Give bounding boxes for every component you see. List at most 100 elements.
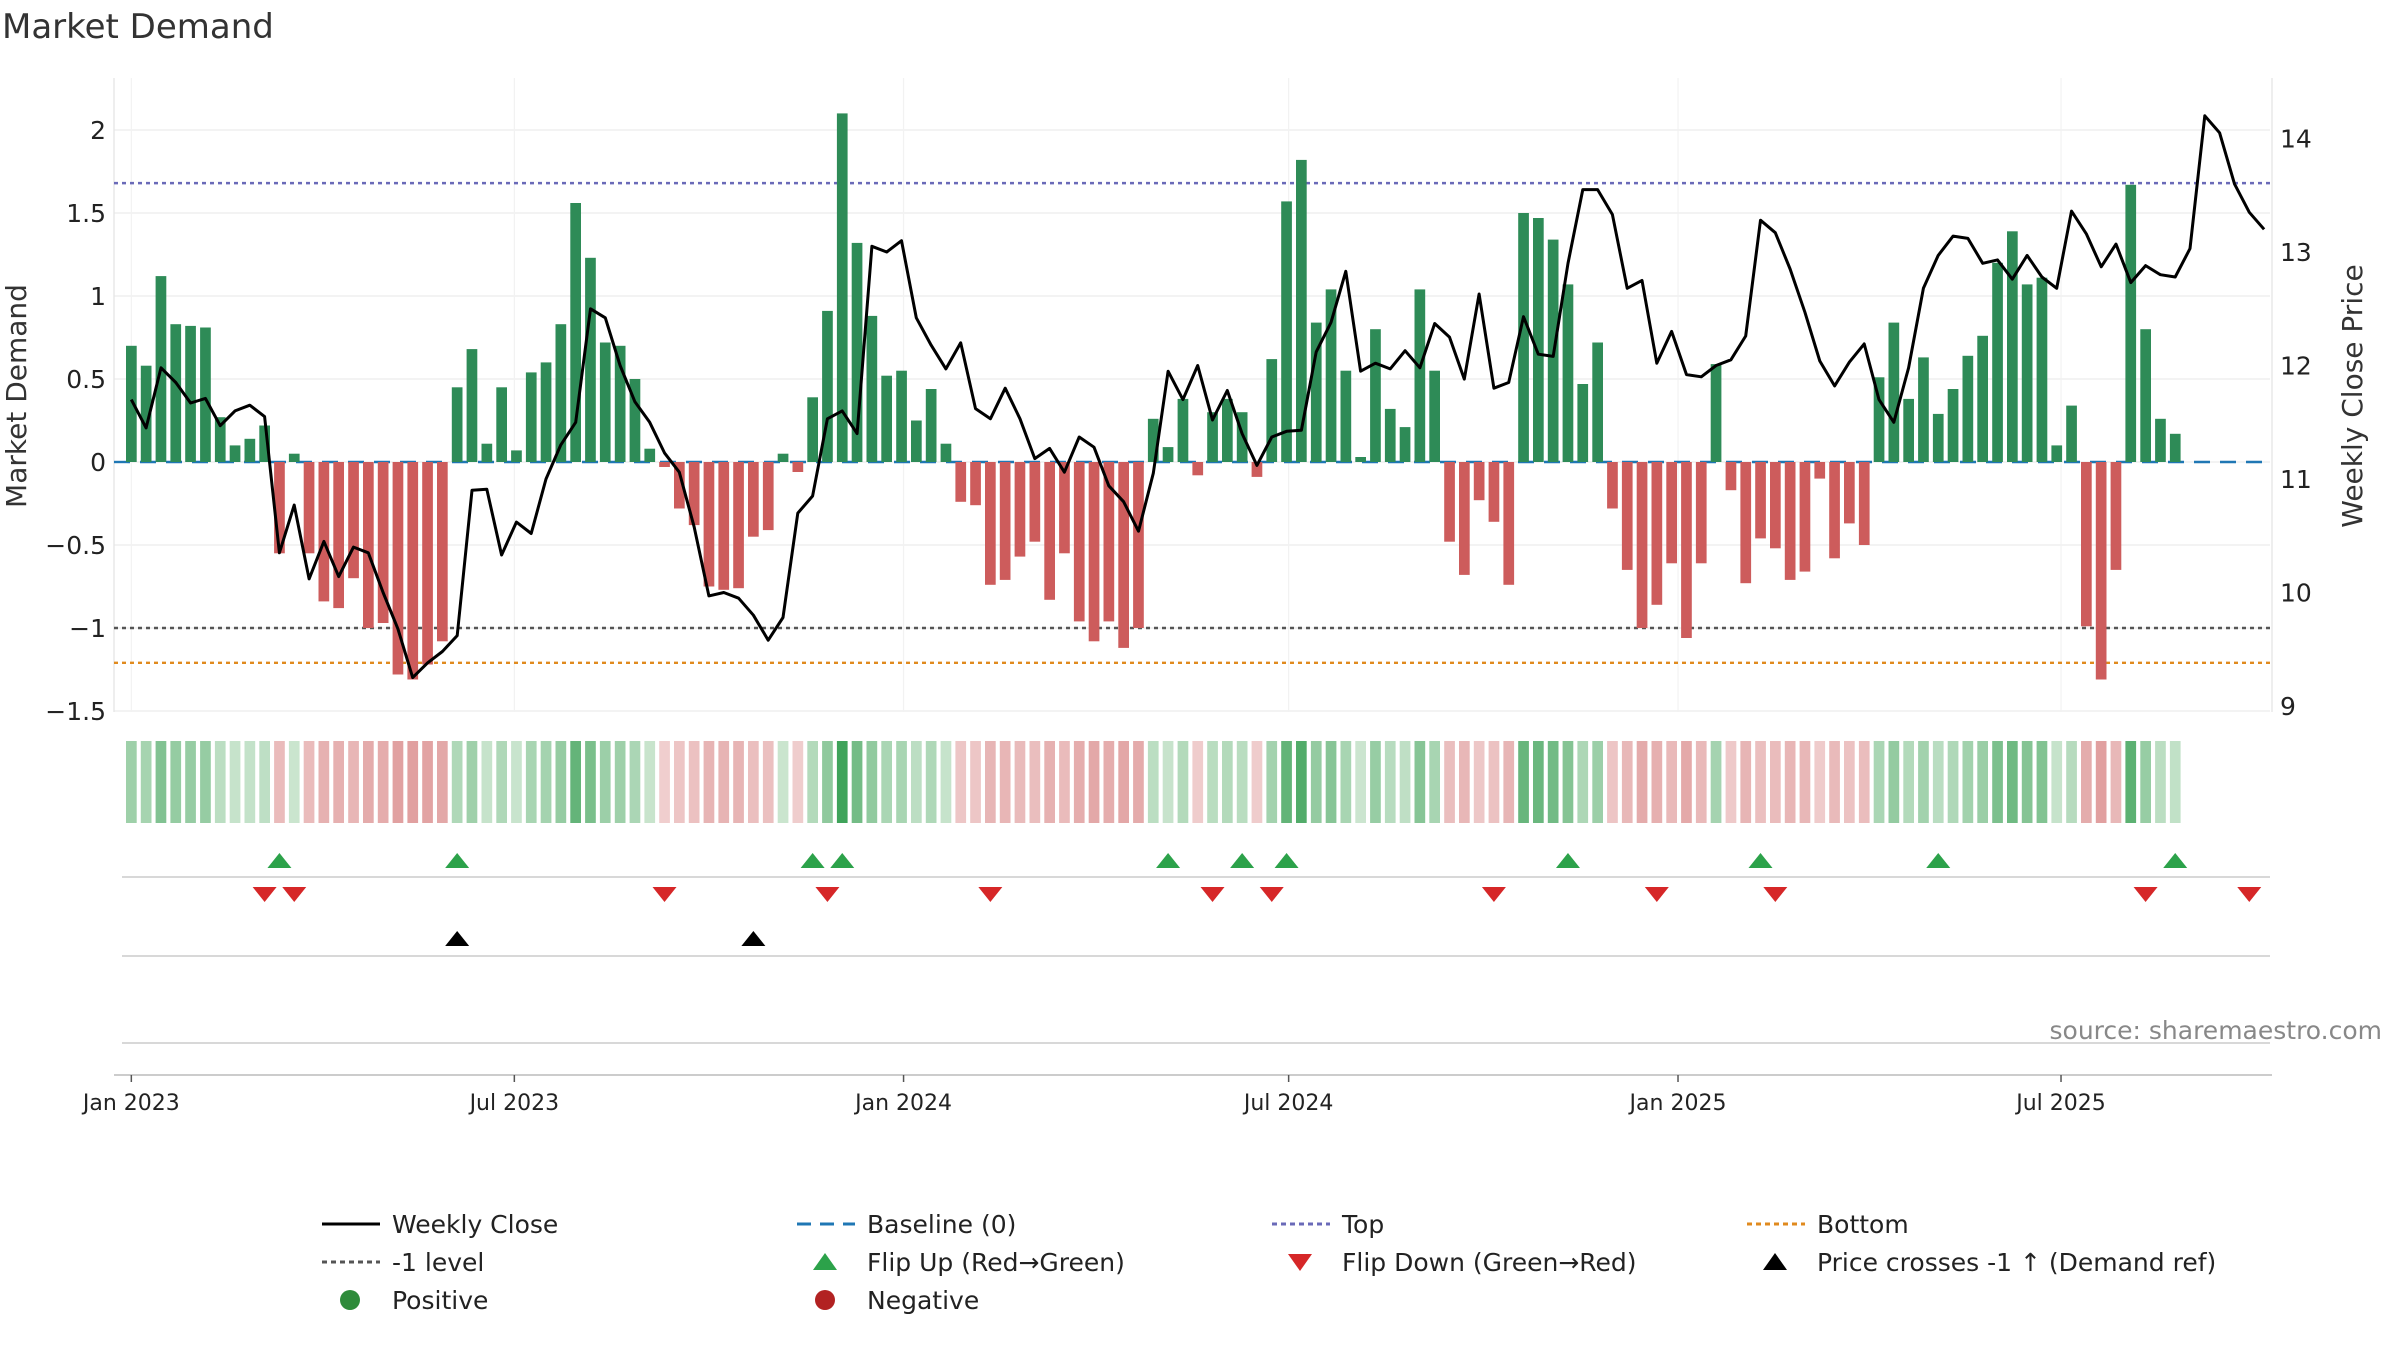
y-left-tick-7: −1.5 [45,697,106,726]
demand-bar-35 [644,448,656,462]
demand-bar-68 [1133,462,1144,628]
y-axis-right-label: Weekly Close Price [2336,264,2369,527]
demand-bar-47 [822,310,833,462]
source-label: source: sharemaestro.com [2050,1016,2383,1045]
demand-bar-26 [511,450,522,462]
heat-cell-132 [2081,741,2092,823]
y-right-tick-3: 11 [2280,465,2312,494]
heat-cell-34 [629,741,641,823]
demand-bar-93 [1503,462,1515,585]
x-tick-label-3: Jul 2024 [1242,1091,1334,1116]
demand-bar-72 [1192,462,1204,476]
heat-cell-8 [244,741,256,823]
heat-cell-95 [1533,741,1544,823]
flip-up-marker-0 [267,853,292,868]
demand-bar-78 [1281,201,1292,462]
heat-cell-127 [2007,741,2018,823]
demand-bar-136 [2140,329,2151,462]
demand-bar-90 [1459,462,1470,575]
heat-cell-62 [1044,741,1055,823]
flip-up-marker-7 [1555,853,1580,868]
demand-bar-133 [2095,462,2107,680]
heat-cell-106 [1695,741,1707,823]
heat-cell-19 [407,741,419,823]
heat-cell-60 [1014,741,1026,823]
y-left-tick-5: −0.5 [45,531,106,560]
demand-bar-39 [703,462,715,587]
demand-bar-55 [940,443,952,462]
demand-bar-48 [836,113,848,463]
y-right-tick-1: 13 [2280,238,2312,267]
demand-bar-56 [955,462,967,502]
demand-bar-80 [1310,322,1322,462]
legend-label: Flip Up (Red→Green) [867,1248,1125,1277]
heat-cell-130 [2051,741,2063,823]
heat-cell-101 [1621,741,1633,823]
demand-bar-126 [1992,262,2003,462]
heat-cell-86 [1399,741,1411,823]
heat-cell-103 [1651,741,1663,823]
demand-bar-83 [1355,457,1366,462]
heat-cell-68 [1133,741,1144,823]
heat-cell-33 [614,741,626,823]
heat-cell-39 [703,741,715,823]
y-axis-left-label: Market Demand [0,284,33,508]
heat-cell-109 [1740,741,1752,823]
legend-entry-7: Price crosses -1 ↑ (Demand ref) [1763,1248,2216,1277]
heat-cell-57 [970,741,981,823]
heat-cell-6 [214,741,226,823]
demand-bar-73 [1207,412,1218,462]
flip-down-marker-2 [652,887,677,902]
y-left-tick-1: 1.5 [66,199,106,228]
demand-bar-0 [126,345,137,462]
chart-title: Market Demand [2,7,274,47]
heat-cell-136 [2140,741,2151,823]
heat-cell-22 [451,741,463,823]
heat-cell-14 [333,741,344,823]
weekly-close-line [129,114,2266,680]
legend-label: Bottom [1817,1210,1909,1239]
heat-cell-124 [1962,741,1974,823]
demand-bar-40 [718,462,730,590]
demand-bar-127 [2007,231,2018,462]
legend-label: Baseline (0) [867,1210,1016,1239]
demand-bar-119 [1888,322,1900,462]
demand-bar-65 [1088,462,1100,642]
demand-heat-strip [126,741,2181,823]
demand-bar-8 [244,438,256,462]
heat-cell-37 [674,741,685,823]
heat-cell-41 [733,741,744,823]
demand-bar-67 [1118,462,1129,648]
demand-bar-85 [1384,408,1396,462]
demand-bar-11 [288,453,300,462]
flip-down-marker-10 [2133,887,2158,902]
heat-cell-7 [229,741,241,823]
demand-bar-16 [363,462,374,628]
legend-label: Weekly Close [392,1210,558,1239]
y-right-tick-4: 10 [2280,579,2312,608]
legend-swatch [1763,1253,1787,1270]
demand-bar-60 [1014,462,1026,557]
flip-up-marker-5 [1230,853,1255,868]
heat-cell-110 [1755,741,1766,823]
heat-cell-28 [540,741,552,823]
demand-bar-107 [1710,364,1722,462]
demand-bar-138 [2169,433,2181,462]
demand-bar-28 [540,362,552,462]
heat-cell-102 [1636,741,1648,823]
demand-bar-1 [140,365,152,462]
demand-bar-91 [1473,462,1485,501]
flip-up-marker-2 [800,853,825,868]
heat-cell-88 [1429,741,1440,823]
demand-bar-64 [1073,462,1085,622]
demand-bar-97 [1562,284,1574,462]
demand-bar-124 [1962,355,1974,462]
demand-bar-17 [377,462,389,623]
demand-bar-25 [496,387,507,462]
heat-cell-27 [525,741,537,823]
x-tick-label-2: Jan 2024 [853,1091,952,1116]
heat-cell-56 [955,741,967,823]
heat-cell-16 [363,741,374,823]
heat-cell-96 [1547,741,1559,823]
heat-cell-30 [570,741,581,823]
